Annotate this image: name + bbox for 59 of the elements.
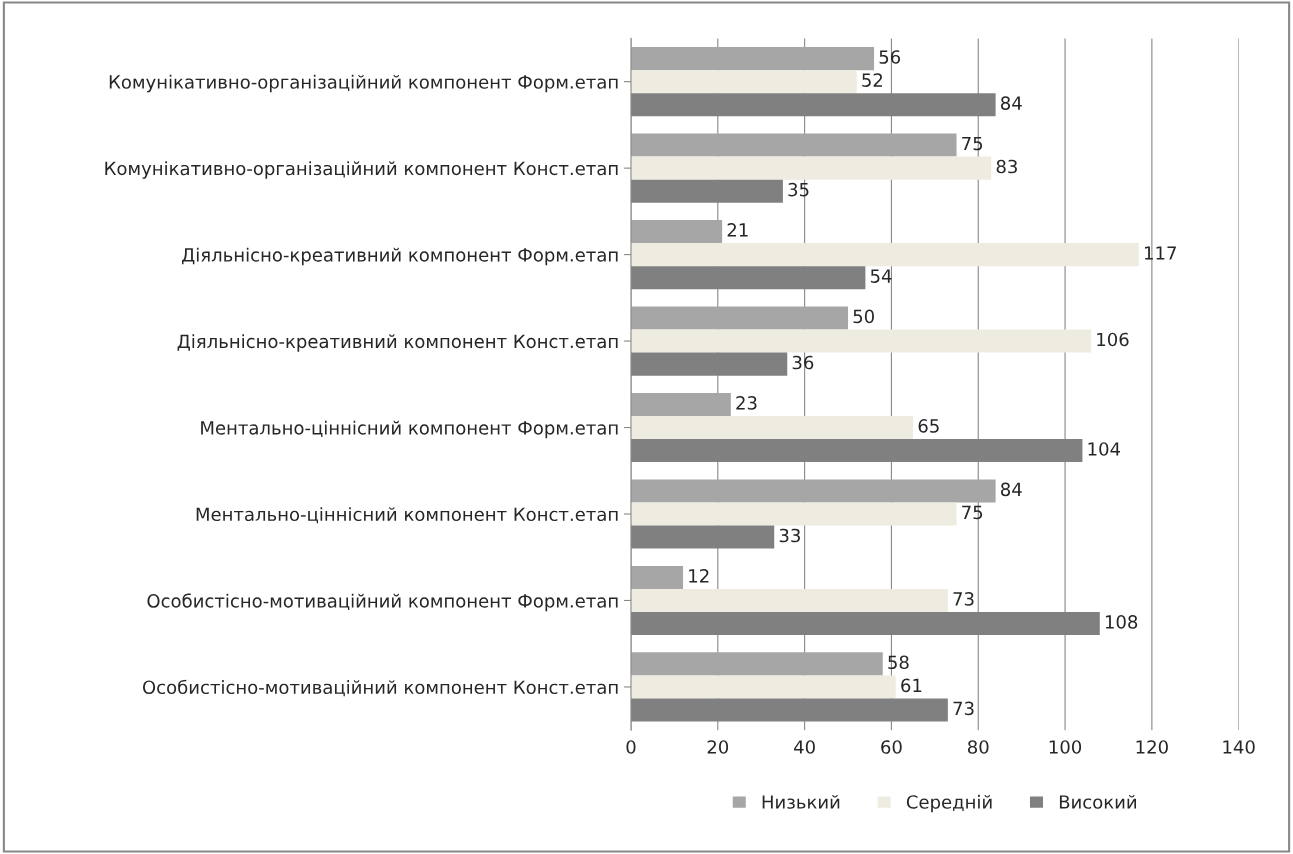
data-label: 104: [1088, 442, 1121, 456]
y-tick-label: Ментально-ціннісний компонент Форм.етап: [201, 420, 618, 439]
y-tick-label: Особистісно-мотиваційний компонент Конст.етап: [142, 679, 618, 697]
bar: [630, 675, 896, 699]
x-tick-label: 100: [1049, 740, 1082, 754]
data-label: 108: [1105, 615, 1138, 629]
bar: [630, 479, 996, 503]
y-tick-label: Комунікативно-організаційний компонент Форм.етап: [109, 74, 618, 93]
data-label: 52: [862, 73, 883, 87]
legend-label: Низький: [762, 794, 840, 809]
data-label: 73: [953, 701, 974, 716]
y-tick-label: Ментально-ціннісний компонент Конст.етап: [196, 507, 618, 524]
legend-label: Високий: [1059, 794, 1136, 809]
bar: [630, 502, 957, 526]
bar: [630, 329, 1092, 353]
x-tick-label: 60: [881, 740, 902, 754]
data-label: 35: [788, 182, 809, 197]
data-label: 75: [962, 136, 983, 151]
data-label: 73: [953, 592, 974, 606]
legend-label: Середній: [906, 794, 992, 813]
bar: [630, 588, 948, 612]
data-label: 65: [918, 419, 939, 433]
bar: [630, 47, 875, 71]
data-label: 12: [689, 568, 709, 583]
bar: [630, 416, 914, 440]
y-tick-label: Комунікативно-організаційний компонент Конст.етап: [105, 161, 618, 179]
x-tick-label: 0: [626, 740, 636, 754]
data-label: 54: [870, 269, 892, 283]
data-label: 58: [888, 655, 909, 670]
data-label: 75: [962, 505, 983, 520]
data-label: 36: [792, 355, 814, 370]
data-label: 84: [1001, 96, 1022, 110]
bar: [630, 133, 957, 157]
bar: [630, 220, 723, 244]
data-label: 117: [1145, 246, 1176, 260]
y-tick-label: Діяльнісно-креативний компонент Конст.етап: [177, 334, 618, 352]
data-label: 56: [879, 50, 901, 64]
data-label: 84: [1001, 482, 1022, 497]
y-tick-label: Особистісно-мотиваційний компонент Форм.етап: [147, 593, 618, 612]
y-tick-label: Діяльнісно-креативний компонент Форм.етап: [182, 247, 618, 266]
x-tick-label: 120: [1136, 740, 1168, 754]
data-label: 21: [727, 223, 748, 237]
data-label: 106: [1097, 332, 1129, 347]
bar: [630, 565, 684, 589]
data-label: 61: [901, 678, 922, 693]
bar: [630, 243, 1139, 267]
x-tick-label: 20: [707, 740, 729, 754]
data-label: 23: [736, 396, 757, 410]
data-label: 83: [996, 159, 1017, 174]
x-tick-label: 80: [967, 740, 989, 754]
bar: [630, 392, 731, 416]
x-tick-label: 40: [794, 740, 815, 754]
bar: [630, 70, 857, 94]
data-label: 33: [779, 528, 800, 543]
bar: [630, 306, 849, 330]
data-label: 50: [853, 309, 874, 324]
bar: [630, 652, 883, 676]
bar: [630, 156, 992, 180]
x-tick-label: 140: [1223, 740, 1255, 754]
